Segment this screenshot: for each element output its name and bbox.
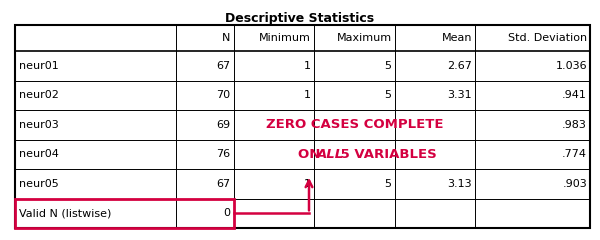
- Text: 3.31: 3.31: [448, 90, 472, 100]
- Text: 2.67: 2.67: [447, 61, 472, 71]
- Text: N: N: [222, 33, 230, 43]
- Text: 70: 70: [217, 90, 230, 100]
- Text: Minimum: Minimum: [259, 33, 311, 43]
- Text: neur02: neur02: [19, 90, 59, 100]
- Text: Valid N (listwise): Valid N (listwise): [19, 208, 112, 218]
- Text: .941: .941: [562, 90, 587, 100]
- Text: 1: 1: [304, 179, 311, 189]
- Text: 1: 1: [304, 90, 311, 100]
- Text: 76: 76: [217, 149, 230, 159]
- Text: 0: 0: [224, 208, 230, 218]
- Text: 1.036: 1.036: [556, 61, 587, 71]
- Text: Std. Deviation: Std. Deviation: [508, 33, 587, 43]
- Text: 67: 67: [217, 61, 230, 71]
- Text: .774: .774: [562, 149, 587, 159]
- Text: 5: 5: [385, 90, 392, 100]
- Bar: [15, 25, 590, 228]
- Text: Mean: Mean: [442, 33, 472, 43]
- Text: neur04: neur04: [19, 149, 59, 159]
- Text: 69: 69: [217, 120, 230, 130]
- Text: ALL: ALL: [317, 148, 344, 161]
- Text: Descriptive Statistics: Descriptive Statistics: [226, 12, 374, 25]
- Bar: [15, 198, 233, 228]
- Text: neur01: neur01: [19, 61, 59, 71]
- Text: .903: .903: [562, 179, 587, 189]
- Text: .983: .983: [562, 120, 587, 130]
- Text: 5 VARIABLES: 5 VARIABLES: [335, 148, 436, 161]
- Text: 67: 67: [217, 179, 230, 189]
- Text: 3.13: 3.13: [448, 179, 472, 189]
- Text: neur03: neur03: [19, 120, 59, 130]
- Text: 5: 5: [385, 61, 392, 71]
- Text: ZERO CASES COMPLETE: ZERO CASES COMPLETE: [266, 118, 443, 131]
- Text: Maximum: Maximum: [337, 33, 392, 43]
- Text: ON: ON: [298, 148, 325, 161]
- Text: 5: 5: [385, 179, 392, 189]
- Text: neur05: neur05: [19, 179, 59, 189]
- Text: 1: 1: [304, 61, 311, 71]
